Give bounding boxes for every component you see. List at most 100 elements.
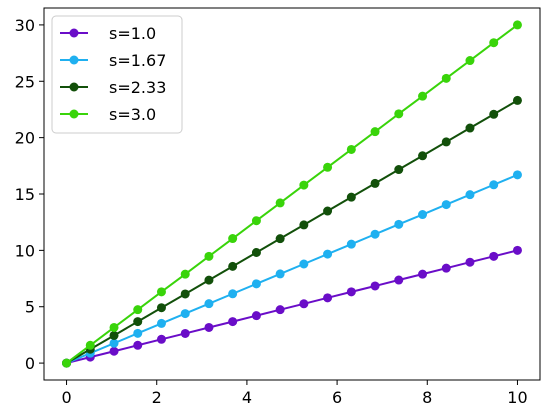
y-axis: 0 5 10 15 20 25 30 xyxy=(15,16,44,373)
legend-marker xyxy=(69,28,79,38)
legend-label: s=1.0 xyxy=(109,24,156,43)
data-point xyxy=(323,162,333,172)
legend-label: s=1.67 xyxy=(109,51,166,70)
data-point xyxy=(418,151,428,161)
y-tick-label: 0 xyxy=(25,354,35,373)
series-s=3.0 xyxy=(62,20,522,368)
data-point xyxy=(180,328,190,338)
data-point xyxy=(465,56,475,66)
data-point xyxy=(299,299,309,309)
data-point xyxy=(418,210,428,220)
data-point xyxy=(323,206,333,216)
series-layer xyxy=(62,20,522,368)
data-point xyxy=(275,234,285,244)
data-point xyxy=(180,289,190,299)
data-point xyxy=(299,259,309,269)
data-point xyxy=(228,317,238,327)
data-point xyxy=(156,318,166,328)
data-point xyxy=(346,287,356,297)
legend-item: s=2.33 xyxy=(60,78,166,97)
legend-item: s=1.0 xyxy=(60,24,156,43)
data-point xyxy=(299,220,309,230)
data-point xyxy=(180,269,190,279)
data-point xyxy=(228,289,238,299)
legend-marker xyxy=(69,109,79,119)
data-point xyxy=(394,165,404,175)
legend-item: s=1.67 xyxy=(60,51,166,70)
legend-marker xyxy=(69,55,79,65)
legend: s=1.0 s=1.67 s=2.33 s=3.0 xyxy=(51,15,183,134)
data-point xyxy=(109,338,119,348)
data-point xyxy=(156,303,166,313)
y-tick-label: 25 xyxy=(15,72,35,91)
y-tick-label: 10 xyxy=(15,241,35,260)
data-point xyxy=(133,328,143,338)
data-point xyxy=(62,358,72,368)
series-s=1.0 xyxy=(62,245,522,368)
data-point xyxy=(489,180,499,190)
legend-marker xyxy=(69,82,79,92)
data-point xyxy=(489,251,499,261)
data-point xyxy=(109,322,119,332)
series-line xyxy=(66,99,518,364)
legend-label: s=3.0 xyxy=(109,105,156,124)
data-point xyxy=(109,330,119,340)
data-point xyxy=(489,38,499,48)
data-point xyxy=(346,192,356,202)
data-point xyxy=(370,281,380,291)
y-tick-label: 20 xyxy=(15,129,35,148)
data-point xyxy=(275,269,285,279)
data-point xyxy=(299,180,309,190)
data-point xyxy=(156,334,166,344)
data-point xyxy=(465,257,475,267)
y-tick-label: 15 xyxy=(15,185,35,204)
data-point xyxy=(323,249,333,259)
data-point xyxy=(204,322,214,332)
data-point xyxy=(275,305,285,315)
data-point xyxy=(156,287,166,297)
data-point xyxy=(512,170,522,180)
legend-item: s=3.0 xyxy=(60,105,156,124)
x-tick-label: 8 xyxy=(422,388,432,407)
x-axis: 0 2 4 6 8 10 xyxy=(61,380,528,407)
data-point xyxy=(204,275,214,285)
data-point xyxy=(275,198,285,208)
data-point xyxy=(441,200,451,210)
data-point xyxy=(346,144,356,154)
data-point xyxy=(228,261,238,271)
data-point xyxy=(204,299,214,309)
data-point xyxy=(370,229,380,239)
data-point xyxy=(133,317,143,327)
data-point xyxy=(323,293,333,303)
data-point xyxy=(489,109,499,119)
data-point xyxy=(394,109,404,119)
data-point xyxy=(228,234,238,244)
data-point xyxy=(512,245,522,255)
data-point xyxy=(133,340,143,350)
data-point xyxy=(251,311,261,321)
data-point xyxy=(370,127,380,137)
data-point xyxy=(180,309,190,319)
series-line xyxy=(65,24,519,364)
data-point xyxy=(465,123,475,133)
data-point xyxy=(418,91,428,101)
legend-box xyxy=(51,15,183,134)
x-tick-label: 4 xyxy=(242,388,252,407)
data-point xyxy=(441,137,451,147)
y-tick-label: 5 xyxy=(25,298,35,317)
data-point xyxy=(109,346,119,356)
x-tick-label: 2 xyxy=(152,388,162,407)
data-point xyxy=(133,305,143,315)
data-point xyxy=(85,340,95,350)
legend-label: s=2.33 xyxy=(109,78,166,97)
x-tick-label: 0 xyxy=(61,388,71,407)
data-point xyxy=(441,73,451,83)
data-point xyxy=(418,269,428,279)
data-point xyxy=(394,219,404,229)
data-point xyxy=(512,20,522,30)
x-tick-label: 6 xyxy=(332,388,342,407)
y-tick-label: 30 xyxy=(15,16,35,35)
data-point xyxy=(204,251,214,261)
data-point xyxy=(465,190,475,200)
